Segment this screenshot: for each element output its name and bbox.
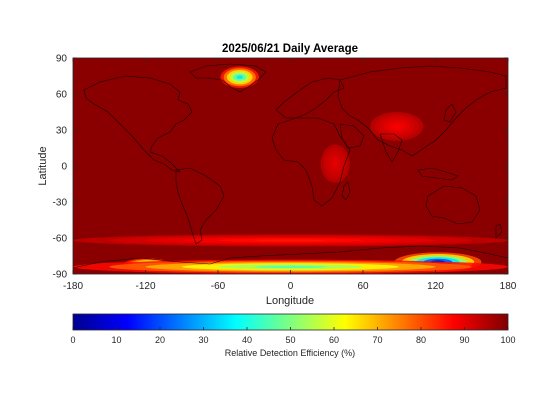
x-tick-label: 120 xyxy=(427,281,444,292)
heat-region xyxy=(332,160,338,167)
colorbar-ticks: 0 10 20 30 40 50 60 70 80 90 100 xyxy=(70,327,516,345)
x-axis-ticks: -180 -120 -60 0 60 120 180 xyxy=(63,58,517,292)
coastline-antarctica xyxy=(73,245,508,269)
heatmap-field xyxy=(73,66,508,274)
heat-region xyxy=(392,124,402,129)
colorbar-tick-label: 30 xyxy=(198,335,208,345)
y-tick-label: -60 xyxy=(53,234,68,245)
x-axis-label: Longitude xyxy=(266,295,314,307)
heat-region xyxy=(236,75,243,79)
colorbar-tick-label: 20 xyxy=(155,335,165,345)
y-tick-label: 30 xyxy=(56,126,68,137)
y-axis-ticks: 90 60 30 0 -30 -60 -90 xyxy=(53,54,508,281)
coastline-new-zealand xyxy=(495,223,503,239)
x-tick-label: -180 xyxy=(63,281,83,292)
coastline-arabia xyxy=(339,123,365,149)
y-tick-label: -90 xyxy=(53,270,68,281)
heat-region xyxy=(254,265,327,268)
y-tick-label: 90 xyxy=(56,54,68,65)
map-axes: -180 -120 -60 0 60 120 180 90 60 30 0 -30 -60 -90 xyxy=(53,54,517,293)
colorbar-tick-label: 0 xyxy=(70,335,75,345)
x-tick-label: -60 xyxy=(211,281,226,292)
colorbar-tick-label: 80 xyxy=(416,335,426,345)
colorbar-tick-label: 50 xyxy=(285,335,295,345)
heat-region xyxy=(254,239,327,242)
y-tick-label: 60 xyxy=(56,90,68,101)
colorbar-tick-label: 100 xyxy=(500,335,515,345)
colorbar-tick-label: 90 xyxy=(459,335,469,345)
colorbar-tick-label: 70 xyxy=(372,335,382,345)
coastline-indonesia xyxy=(417,167,459,181)
coastline-japan xyxy=(443,103,457,123)
colorbar: 0 10 20 30 40 50 60 70 80 90 100 Relative Detectio… xyxy=(70,313,516,358)
y-tick-label: 0 xyxy=(61,162,67,173)
coastline-north-america xyxy=(83,75,193,173)
colorbar-tick-label: 40 xyxy=(242,335,252,345)
coastline-europe xyxy=(275,77,345,119)
coastline-india xyxy=(379,133,403,163)
coastline-south-america xyxy=(175,167,225,245)
coastline-madagascar xyxy=(341,181,351,201)
x-tick-label: -120 xyxy=(135,281,155,292)
chart-title: 2025/06/21 Daily Average xyxy=(222,43,358,55)
colorbar-tick-label: 60 xyxy=(329,335,339,345)
x-tick-label: 60 xyxy=(357,281,369,292)
coastline-australia xyxy=(425,185,481,225)
y-axis-label: Latitude xyxy=(37,146,49,185)
coastlines xyxy=(73,63,508,269)
colorbar-tick-label: 10 xyxy=(111,335,121,345)
y-tick-label: -30 xyxy=(53,198,68,209)
x-tick-label: 0 xyxy=(288,281,294,292)
colorbar-label: Relative Detection Efficiency (%) xyxy=(225,348,355,358)
coastline-africa xyxy=(271,117,351,207)
x-tick-label: 180 xyxy=(500,281,517,292)
coastline-asia xyxy=(337,65,507,157)
coastline-greenland xyxy=(189,63,267,93)
